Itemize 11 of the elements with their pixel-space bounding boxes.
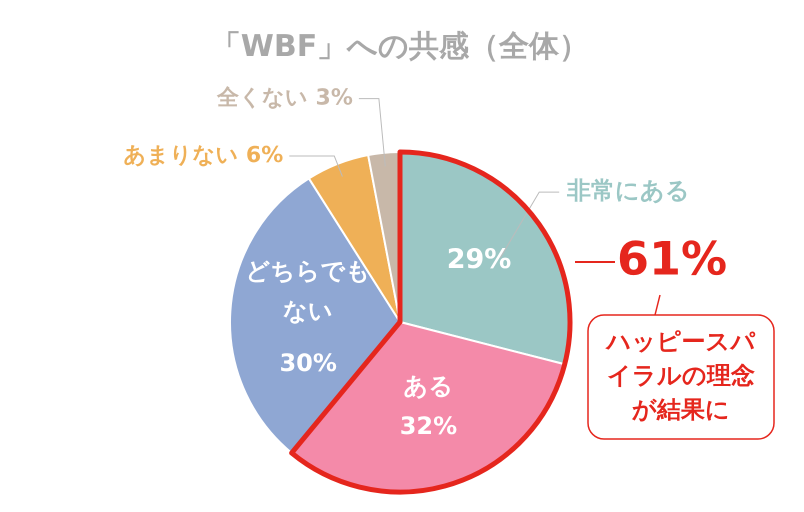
data-label: 32% xyxy=(400,412,458,440)
slice-label: ある xyxy=(403,372,454,400)
slice-label: 全くない 3% xyxy=(216,86,353,111)
data-label: 29% xyxy=(446,244,512,276)
text: ハッピースパイラルの理念が結果に xyxy=(604,328,756,424)
text: 61% xyxy=(616,232,728,286)
slice-label: どちらでもない xyxy=(246,256,371,325)
slice-label: あまりない 6% xyxy=(123,143,284,168)
data-label: 30% xyxy=(279,348,337,377)
slice-label: 非常にある xyxy=(566,176,690,205)
chart-title: 「WBF」への共感（全体） xyxy=(210,29,590,64)
